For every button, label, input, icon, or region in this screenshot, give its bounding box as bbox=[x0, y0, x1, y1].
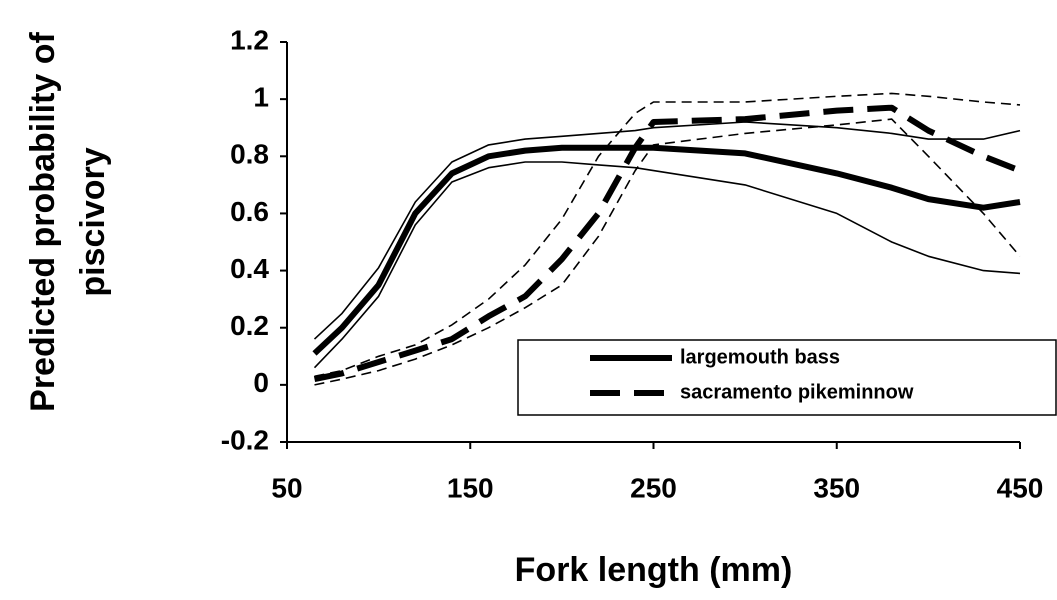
legend-label: largemouth bass bbox=[680, 346, 840, 368]
y-tick-label: 0.6 bbox=[230, 196, 269, 227]
legend-label: sacramento pikeminnow bbox=[680, 381, 914, 403]
y-tick-label: 0.4 bbox=[230, 253, 269, 284]
y-axis-title: piscivory bbox=[74, 147, 112, 296]
x-tick-label: 50 bbox=[271, 472, 302, 503]
series-line bbox=[312, 144, 1021, 356]
x-tick-label: 350 bbox=[813, 472, 860, 503]
confidence-band bbox=[313, 161, 1021, 369]
confidence-band bbox=[313, 121, 1021, 340]
y-tick-label: 1 bbox=[253, 82, 269, 113]
x-axis-title: Fork length (mm) bbox=[515, 551, 793, 589]
x-tick-label: 150 bbox=[447, 472, 494, 503]
x-tick-label: 450 bbox=[997, 472, 1044, 503]
legend: largemouth bass sacramento pikeminnow bbox=[517, 339, 1057, 416]
y-tick-label: 0.8 bbox=[230, 139, 269, 170]
y-tick-label: 0 bbox=[253, 367, 269, 398]
confidence-band bbox=[314, 92, 1021, 378]
confidence-band bbox=[314, 118, 1021, 386]
y-tick-label: -0.2 bbox=[221, 424, 269, 455]
x-tick-label: 250 bbox=[630, 472, 677, 503]
series-line bbox=[313, 104, 1022, 383]
legend-box bbox=[517, 339, 1057, 416]
y-tick-label: 1.2 bbox=[230, 24, 269, 55]
y-tick-label: 0.2 bbox=[230, 310, 269, 341]
y-axis-title: Predicted probability of bbox=[24, 31, 62, 411]
